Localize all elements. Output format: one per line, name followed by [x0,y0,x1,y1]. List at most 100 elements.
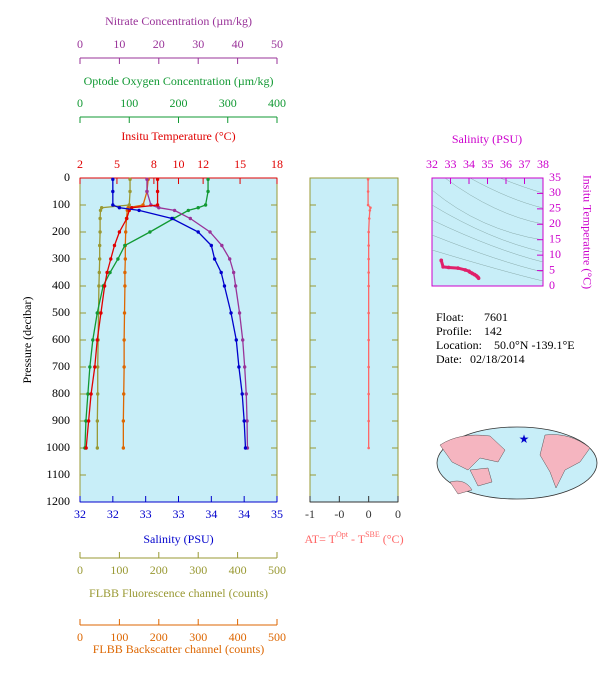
data-point [117,206,122,210]
data-point [367,338,370,342]
x-axis-title: Insitu Temperature (°C) [121,129,235,143]
title-part: (°C) [380,532,404,546]
data-point [439,258,444,263]
x-tick-label: 8 [151,157,157,171]
x-axis-title: FLBB Fluorescence channel (counts) [89,586,268,600]
x-tick-label: 0 [77,630,83,644]
y-tick-label: 35 [549,170,561,184]
data-point [368,209,372,212]
data-point [203,203,208,207]
x-tick-label: 100 [120,96,138,110]
y-tick-label: 1000 [46,440,70,454]
y-tick-label: 800 [52,386,70,400]
data-point [95,446,100,450]
data-point [476,276,481,281]
data-point [96,365,100,369]
y-tick-label: 900 [52,413,70,427]
data-point [367,271,370,274]
data-point [367,392,370,396]
x-tick-label: -1 [305,507,315,521]
data-point [130,206,134,210]
x-axis-title: AT= TOpt - TSBE (°C) [304,530,403,546]
data-point [95,419,100,423]
data-point [157,206,161,210]
data-point [122,365,126,369]
data-point [196,230,200,234]
data-point [209,243,214,248]
data-point [155,203,160,207]
y-tick-label: 10 [549,247,561,261]
data-point [84,446,88,450]
data-point [155,177,160,182]
x-tick-label: 300 [189,563,207,577]
data-point [219,270,223,275]
data-point [206,177,210,182]
data-point [446,265,451,270]
info-value: 50.0°N -139.1°E [494,338,575,352]
data-point [84,419,88,423]
data-point [212,257,217,261]
data-point [99,206,104,210]
x-axis-title: Salinity (PSU) [143,532,213,546]
data-point [88,365,92,369]
y-tick-label: 100 [52,197,70,211]
x-tick-label: 0 [395,507,401,521]
data-point [124,230,128,234]
data-point [206,189,210,194]
info-label: Profile: [436,324,472,338]
data-point [109,257,113,261]
data-point [222,284,227,288]
density-contours [431,177,544,282]
y-tick-label: 30 [549,185,561,199]
data-point [367,365,370,369]
x-tick-label: 37 [519,157,531,171]
data-point [112,243,117,248]
data-point [123,270,127,275]
data-point [96,392,100,396]
data-point [367,244,370,247]
y-tick-label: 1200 [46,494,70,508]
x-tick-label: 33 [173,507,185,521]
y-axis-title: Insitu Temperature (°C) [580,175,594,289]
data-point [111,203,115,207]
x-tick-label: 500 [268,563,286,577]
data-point [367,284,370,288]
x-tick-label: 50 [271,37,283,51]
data-point [123,257,128,261]
y-tick-label: 0 [549,278,555,292]
y-tick-label: 300 [52,251,70,265]
data-point [245,419,249,423]
data-point [366,178,370,181]
x-tick-label: 0 [77,37,83,51]
x-tick-label: 10 [173,157,185,171]
x-tick-label: 35 [271,507,283,521]
x-tick-label: 400 [229,630,247,644]
data-point [148,230,152,234]
x-tick-label: 2 [77,157,83,171]
data-point [231,270,236,275]
data-point [145,177,149,182]
data-point [242,419,246,423]
data-point [463,268,468,272]
data-point [127,203,131,207]
x-tick-label: 34 [238,507,250,521]
data-point [102,284,107,288]
data-point [367,230,370,234]
x-tick-label: 200 [150,630,168,644]
title-part: - T [348,532,366,546]
data-point [95,338,99,342]
data-point [86,419,91,423]
data-point [170,216,174,221]
y-tick-label: 25 [549,201,561,215]
data-point [241,338,245,342]
data-point [95,311,99,315]
data-point [122,311,127,315]
data-point [145,189,149,194]
title-part: AT= T [304,532,336,546]
x-tick-label: 100 [110,563,128,577]
data-point [98,230,102,234]
data-point [237,365,241,369]
y-tick-label: 20 [549,216,561,230]
info-label: Float: [436,310,464,324]
info-value: 142 [484,324,502,338]
